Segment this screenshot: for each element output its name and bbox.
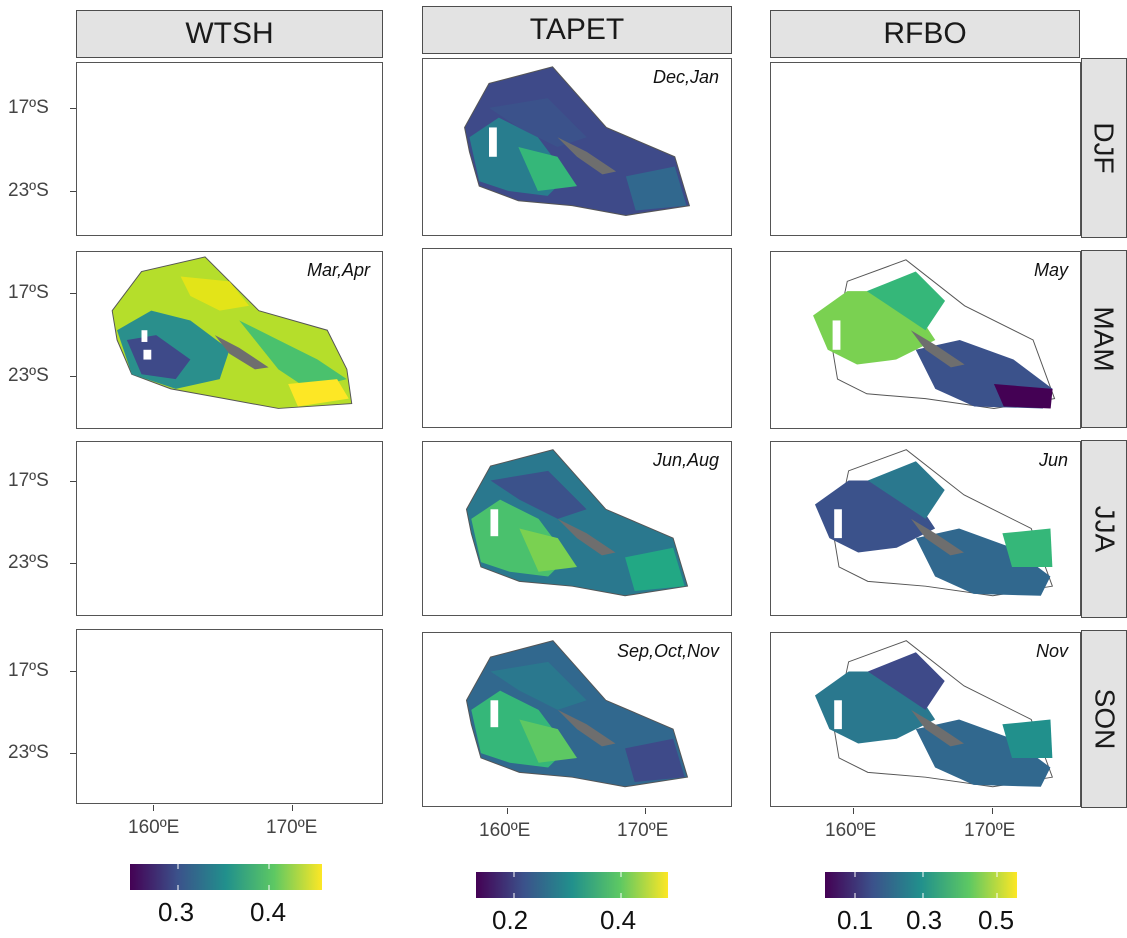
panel-tapet-djf: Dec,Jan	[422, 58, 732, 236]
map-wtsh-mam	[111, 256, 353, 409]
colorbar-wtsh-label-1: 0.3	[158, 897, 195, 927]
ytick	[70, 191, 76, 192]
panel-rfbo-jja: Jun	[770, 441, 1081, 616]
map-tapet-son	[465, 640, 689, 788]
lon-label-160-wtsh: 160ºE	[128, 817, 180, 838]
colorbar-tapet	[476, 872, 668, 898]
colorbar-tapet-label-2: 0.4	[600, 905, 637, 935]
strip-djf: DJF	[1081, 58, 1127, 238]
xtick	[507, 808, 508, 814]
colorbar-wtsh-label-2: 0.4	[250, 897, 287, 927]
lat-label-17-mam: 17ºS	[8, 282, 49, 303]
strip-rfbo: RFBO	[770, 10, 1080, 58]
lon-label-170-tapet: 170ºE	[617, 820, 669, 841]
map-rfbo-mam	[813, 259, 1056, 409]
strip-jja: JJA	[1081, 440, 1127, 618]
ytick	[70, 481, 76, 482]
panel-wtsh-mam: Mar,Apr	[76, 251, 383, 429]
lat-label-17-son: 17ºS	[8, 660, 49, 681]
ytick	[70, 376, 76, 377]
month-label-tapet-jja: Jun,Aug	[652, 450, 719, 470]
ytick	[70, 753, 76, 754]
strip-wtsh: WTSH	[76, 10, 383, 58]
strip-tapet: TAPET	[422, 6, 732, 54]
lat-label-23-son: 23ºS	[8, 742, 49, 763]
lon-label-170-wtsh: 170ºE	[266, 817, 318, 838]
panel-wtsh-djf	[76, 62, 383, 236]
panel-rfbo-mam: May	[770, 251, 1081, 429]
xtick	[645, 808, 646, 814]
month-label-tapet-son: Sep,Oct,Nov	[616, 641, 719, 661]
map-rfbo-son	[814, 640, 1054, 788]
map-tapet-jja	[465, 449, 689, 597]
xtick	[153, 805, 154, 811]
panel-tapet-mam	[422, 248, 732, 428]
lon-label-160-tapet: 160ºE	[479, 820, 531, 841]
xtick	[292, 805, 293, 811]
map-tapet-djf	[464, 66, 691, 216]
panel-wtsh-son	[76, 629, 383, 804]
lat-label-23-jja: 23ºS	[8, 552, 49, 573]
lat-label-23-mam: 23ºS	[8, 365, 49, 386]
month-label-rfbo-mam: May	[1033, 260, 1068, 280]
panel-rfbo-son: Nov	[770, 632, 1081, 807]
strip-son: SON	[1081, 630, 1127, 808]
colorbar-rfbo-label-3: 0.5	[978, 905, 1015, 935]
panel-rfbo-djf	[770, 62, 1081, 236]
lon-label-170-rfbo: 170ºE	[964, 820, 1016, 841]
month-label-rfbo-son: Nov	[1035, 641, 1068, 661]
colorbar-tapet-label-1: 0.2	[492, 905, 529, 935]
lat-label-17-djf: 17ºS	[8, 97, 49, 118]
panel-tapet-son: Sep,Oct,Nov	[422, 632, 732, 807]
ytick	[70, 563, 76, 564]
lat-label-23-djf: 23ºS	[8, 180, 49, 201]
month-label-rfbo-jja: Jun	[1038, 450, 1068, 470]
colorbar-rfbo-label-1: 0.1	[837, 905, 874, 935]
ytick	[70, 293, 76, 294]
ytick	[70, 671, 76, 672]
lat-label-17-jja: 17ºS	[8, 470, 49, 491]
lon-label-160-rfbo: 160ºE	[825, 820, 877, 841]
ytick	[70, 108, 76, 109]
xtick	[853, 808, 854, 814]
colorbar-rfbo	[825, 872, 1017, 898]
month-label-tapet-djf: Dec,Jan	[652, 67, 719, 87]
xtick	[992, 808, 993, 814]
colorbar-wtsh	[130, 864, 322, 890]
strip-mam: MAM	[1081, 250, 1127, 428]
panel-tapet-jja: Jun,Aug	[422, 441, 732, 616]
month-label-wtsh-mam: Mar,Apr	[306, 260, 370, 280]
map-rfbo-jja	[814, 449, 1054, 597]
colorbar-rfbo-label-2: 0.3	[906, 905, 943, 935]
panel-wtsh-jja	[76, 441, 383, 616]
